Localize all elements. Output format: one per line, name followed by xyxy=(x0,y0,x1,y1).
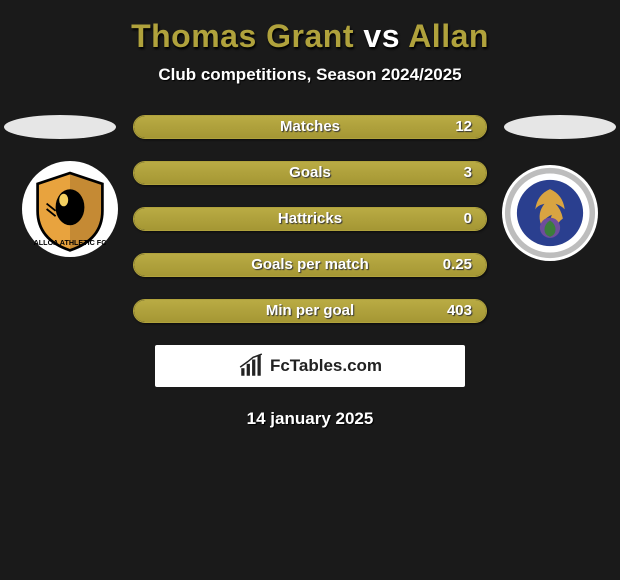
comparison-title: Thomas Grant vs Allan xyxy=(0,0,620,61)
stat-label: Matches xyxy=(134,118,486,135)
brand-badge: FcTables.com xyxy=(155,345,465,387)
stat-label: Goals per match xyxy=(134,256,486,273)
stat-value: 0.25 xyxy=(443,256,472,273)
stat-bar-goals: Goals 3 xyxy=(133,161,487,185)
comparison-stage: ALLOA ATHLETIC FC Matches 12 Goals 3 Hat… xyxy=(0,115,620,323)
bar-chart-icon xyxy=(238,353,264,379)
stat-value: 0 xyxy=(464,210,472,227)
inverness-crest-icon xyxy=(504,167,596,259)
shadow-ellipse-left xyxy=(4,115,116,139)
alloa-crest-icon: ALLOA ATHLETIC FC xyxy=(25,164,115,254)
shadow-ellipse-right xyxy=(504,115,616,139)
club-crest-left: ALLOA ATHLETIC FC xyxy=(22,161,118,257)
stat-value: 403 xyxy=(447,302,472,319)
date-label: 14 january 2025 xyxy=(0,387,620,429)
stat-bar-min-per-goal: Min per goal 403 xyxy=(133,299,487,323)
brand-text: FcTables.com xyxy=(270,356,382,376)
stat-value: 3 xyxy=(464,164,472,181)
subtitle: Club competitions, Season 2024/2025 xyxy=(0,61,620,115)
stat-bars: Matches 12 Goals 3 Hattricks 0 Goals per… xyxy=(133,115,487,323)
club-crest-right xyxy=(502,165,598,261)
stat-value: 12 xyxy=(455,118,472,135)
vs-label: vs xyxy=(363,18,400,54)
player1-name: Thomas Grant xyxy=(131,18,354,54)
stat-bar-matches: Matches 12 xyxy=(133,115,487,139)
stat-label: Hattricks xyxy=(134,210,486,227)
stat-label: Min per goal xyxy=(134,302,486,319)
stat-bar-hattricks: Hattricks 0 xyxy=(133,207,487,231)
svg-text:ALLOA ATHLETIC FC: ALLOA ATHLETIC FC xyxy=(34,238,107,247)
player2-name: Allan xyxy=(408,18,489,54)
stat-label: Goals xyxy=(134,164,486,181)
stat-bar-goals-per-match: Goals per match 0.25 xyxy=(133,253,487,277)
